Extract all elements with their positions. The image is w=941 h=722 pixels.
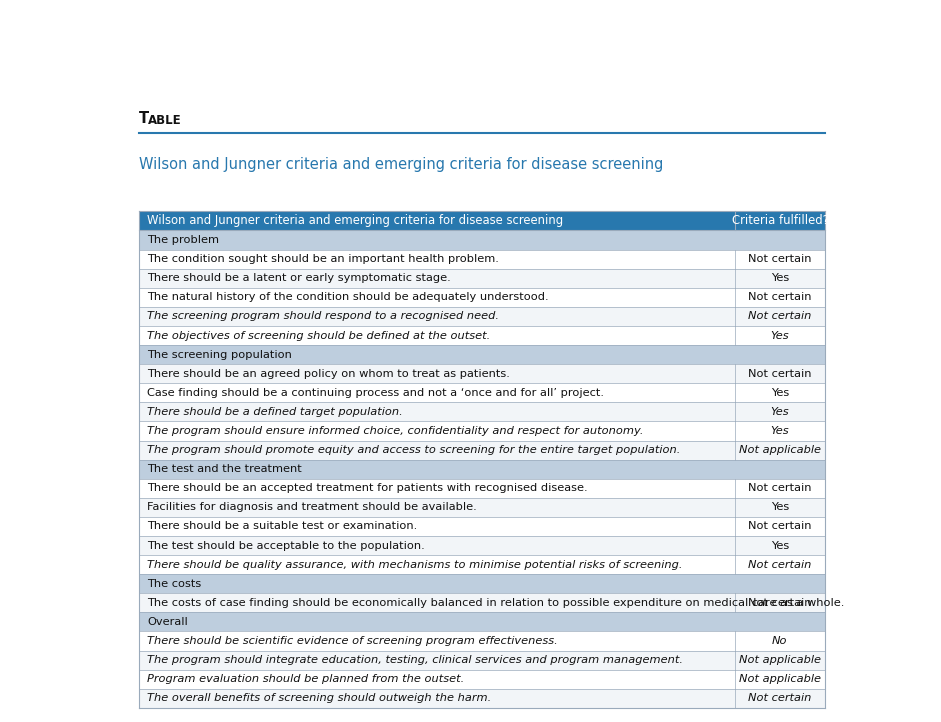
Text: Not certain: Not certain xyxy=(748,560,812,570)
Bar xyxy=(139,555,825,574)
Text: The test and the treatment: The test and the treatment xyxy=(147,464,302,474)
Text: The screening program should respond to a recognised need.: The screening program should respond to … xyxy=(147,311,499,321)
Text: Not certain: Not certain xyxy=(748,369,812,379)
Bar xyxy=(139,402,825,422)
Bar xyxy=(139,345,825,364)
Bar xyxy=(139,326,825,345)
Bar xyxy=(139,422,825,440)
Text: Not certain: Not certain xyxy=(748,311,812,321)
Text: Not certain: Not certain xyxy=(748,598,812,608)
Text: There should be a suitable test or examination.: There should be a suitable test or exami… xyxy=(147,521,417,531)
Text: The test should be acceptable to the population.: The test should be acceptable to the pop… xyxy=(147,541,424,551)
Text: Yes: Yes xyxy=(771,273,789,283)
Text: Criteria fulfilled?: Criteria fulfilled? xyxy=(731,214,828,227)
Text: Yes: Yes xyxy=(771,426,789,436)
Bar xyxy=(139,383,825,402)
Text: Overall: Overall xyxy=(147,617,188,627)
Text: There should be scientific evidence of screening program effectiveness.: There should be scientific evidence of s… xyxy=(147,636,558,646)
Text: Facilities for diagnosis and treatment should be available.: Facilities for diagnosis and treatment s… xyxy=(147,503,477,513)
Text: Yes: Yes xyxy=(771,331,789,341)
Text: Not certain: Not certain xyxy=(748,693,812,703)
Text: Program evaluation should be planned from the outset.: Program evaluation should be planned fro… xyxy=(147,674,464,684)
Bar xyxy=(139,479,825,498)
Bar xyxy=(139,288,825,307)
Text: There should be a latent or early symptomatic stage.: There should be a latent or early sympto… xyxy=(147,273,451,283)
Text: The program should integrate education, testing, clinical services and program m: The program should integrate education, … xyxy=(147,655,683,665)
Bar xyxy=(139,250,825,269)
Bar xyxy=(139,612,825,632)
Text: There should be quality assurance, with mechanisms to minimise potential risks o: There should be quality assurance, with … xyxy=(147,560,682,570)
Text: Yes: Yes xyxy=(771,503,789,513)
Text: The screening population: The screening population xyxy=(147,349,292,360)
Text: The program should ensure informed choice, confidentiality and respect for auton: The program should ensure informed choic… xyxy=(147,426,644,436)
Text: The costs: The costs xyxy=(147,579,201,588)
Text: There should be a defined target population.: There should be a defined target populat… xyxy=(147,407,403,417)
Bar xyxy=(139,593,825,612)
Text: Yes: Yes xyxy=(771,541,789,551)
Bar xyxy=(139,364,825,383)
Text: Wilson and Jungner criteria and emerging criteria for disease screening: Wilson and Jungner criteria and emerging… xyxy=(147,214,564,227)
Text: Wilson and Jungner criteria and emerging criteria for disease screening: Wilson and Jungner criteria and emerging… xyxy=(139,157,663,173)
Text: Not certain: Not certain xyxy=(748,254,812,264)
Text: T: T xyxy=(139,111,150,126)
Bar xyxy=(139,689,825,708)
Bar xyxy=(139,517,825,536)
Text: There should be an accepted treatment for patients with recognised disease.: There should be an accepted treatment fo… xyxy=(147,483,588,493)
Bar xyxy=(139,230,825,250)
Text: Not certain: Not certain xyxy=(748,292,812,303)
Text: No: No xyxy=(773,636,788,646)
Text: The costs of case finding should be economically balanced in relation to possibl: The costs of case finding should be econ… xyxy=(147,598,844,608)
Text: Yes: Yes xyxy=(771,407,789,417)
Text: ABLE: ABLE xyxy=(149,114,182,127)
Bar xyxy=(139,307,825,326)
Text: Not certain: Not certain xyxy=(748,521,812,531)
Text: The program should promote equity and access to screening for the entire target : The program should promote equity and ac… xyxy=(147,445,680,455)
Bar xyxy=(139,212,825,230)
Text: The objectives of screening should be defined at the outset.: The objectives of screening should be de… xyxy=(147,331,490,341)
Text: Case finding should be a continuing process and not a ‘once and for all’ project: Case finding should be a continuing proc… xyxy=(147,388,604,398)
Text: The problem: The problem xyxy=(147,235,219,245)
Text: Not certain: Not certain xyxy=(748,483,812,493)
Bar xyxy=(139,269,825,288)
Text: Not applicable: Not applicable xyxy=(739,655,821,665)
Bar xyxy=(139,574,825,593)
Bar xyxy=(139,651,825,670)
Bar xyxy=(139,632,825,651)
Text: The overall benefits of screening should outweigh the harm.: The overall benefits of screening should… xyxy=(147,693,491,703)
Text: The condition sought should be an important health problem.: The condition sought should be an import… xyxy=(147,254,499,264)
Bar xyxy=(139,498,825,517)
Text: Not applicable: Not applicable xyxy=(739,445,821,455)
Text: Yes: Yes xyxy=(771,388,789,398)
Bar xyxy=(139,440,825,460)
Text: There should be an agreed policy on whom to treat as patients.: There should be an agreed policy on whom… xyxy=(147,369,510,379)
Bar xyxy=(139,460,825,479)
Bar xyxy=(139,536,825,555)
Bar xyxy=(139,670,825,689)
Text: Not applicable: Not applicable xyxy=(739,674,821,684)
Text: The natural history of the condition should be adequately understood.: The natural history of the condition sho… xyxy=(147,292,549,303)
